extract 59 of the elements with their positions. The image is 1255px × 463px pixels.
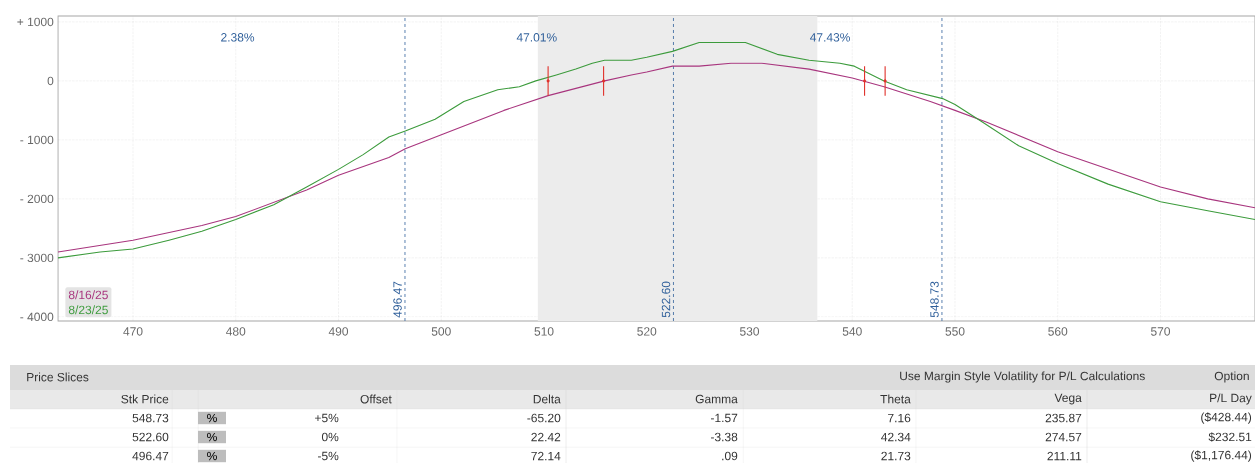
text: % (207, 451, 217, 461)
text: 496.47 (132, 451, 169, 461)
x-tick-label: 520 (637, 327, 657, 336)
annotation: 47.43% (810, 33, 850, 42)
text: 21.73 (881, 451, 911, 461)
text: Use Margin Style Volatility for P/L Calculations (900, 371, 1145, 383)
y-tick-label: 0 (47, 76, 54, 86)
x-tick-label: 570 (1150, 327, 1171, 336)
text: 522.60 (132, 432, 169, 442)
text: 8/16/25 (68, 290, 108, 300)
x-tick-label: 490 (328, 327, 349, 336)
text: 211.11 (1047, 451, 1082, 461)
ref-line-label: 496.47 (393, 281, 402, 318)
y-tick-label: + 1000 (17, 17, 54, 27)
text: Stk Price (121, 394, 169, 404)
text: $232.51 (1208, 432, 1252, 442)
text: -3.38 (710, 432, 738, 442)
text: 42.34 (881, 432, 911, 442)
x-tick-label: 480 (226, 327, 246, 336)
x-tick-label: 530 (739, 327, 760, 336)
text: -1.57 (710, 413, 738, 423)
text: -5% (318, 451, 339, 461)
text: 548.73 (132, 413, 169, 423)
text: ($428.44) (1201, 412, 1252, 424)
y-tick-label: - 2000 (20, 194, 54, 204)
y-tick-label: - 4000 (20, 312, 54, 322)
x-tick-label: 470 (123, 327, 143, 336)
text: Vega (1054, 393, 1082, 405)
x-tick-label: 540 (842, 327, 862, 336)
text: 72.14 (531, 451, 561, 461)
text: Price Slices (27, 372, 89, 382)
text: 235.87 (1045, 413, 1082, 423)
text: Theta (880, 394, 911, 404)
text: Option (1214, 371, 1249, 383)
text: 7.16 (888, 413, 911, 423)
text: 22.42 (531, 432, 561, 442)
y-tick-label: - 3000 (20, 253, 54, 263)
ref-line-label: 522.60 (661, 281, 671, 318)
annotation: 2.38% (221, 33, 255, 42)
text: % (207, 432, 217, 442)
text: -65.20 (527, 413, 561, 423)
text: 0% (321, 432, 339, 442)
y-tick-label: - 1000 (20, 135, 54, 145)
text: Gamma (695, 394, 738, 404)
text: .09 (722, 451, 738, 461)
x-tick-label: 550 (945, 327, 965, 336)
x-tick-label: 560 (1048, 327, 1068, 336)
x-tick-label: 500 (431, 327, 451, 336)
text: % (207, 413, 217, 423)
text: +5% (315, 413, 339, 423)
text: Offset (360, 394, 392, 404)
text: 8/23/25 (68, 305, 108, 315)
text: P/L Day (1210, 393, 1252, 405)
annotation: 47.01% (516, 33, 557, 42)
text: Delta (533, 394, 561, 404)
text: ($1,176.44) (1191, 450, 1252, 462)
x-tick-label: 510 (534, 327, 554, 336)
text: 274.57 (1045, 432, 1082, 442)
ref-line-label: 548.73 (930, 281, 939, 318)
